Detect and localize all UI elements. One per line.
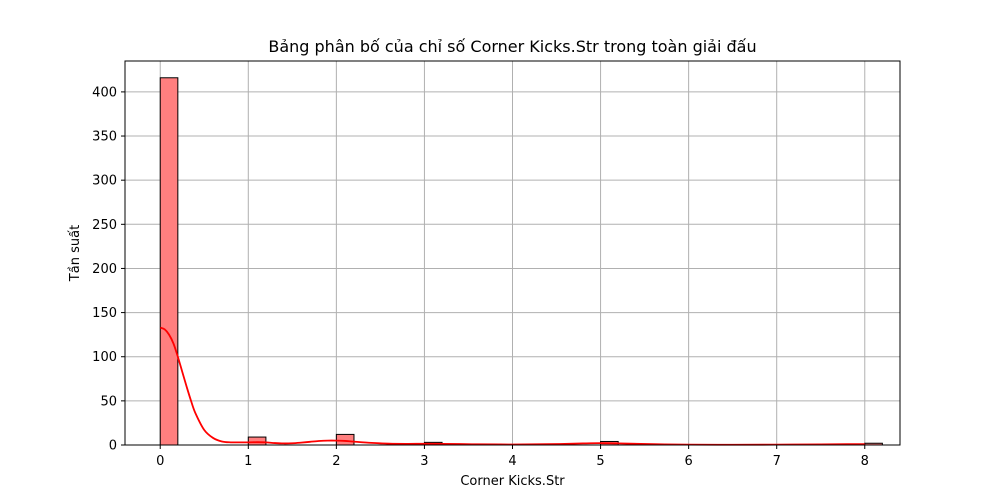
y-tick-label: 250 [92,218,117,233]
x-tick-label: 0 [156,454,164,469]
grid-lines [125,61,900,446]
histogram-bars [159,77,883,446]
y-axis-label: Tần suất [68,225,83,282]
y-tick-label: 150 [92,306,117,321]
histogram-bar [335,433,355,446]
x-axis-ticks: 0 1 2 3 4 5 6 7 8 [156,445,869,469]
x-axis-label: Corner Kicks.Str [460,474,565,489]
x-tick-label: 3 [420,454,428,469]
x-tick-label: 4 [508,454,516,469]
y-tick-label: 50 [100,394,117,409]
kde-curve [159,326,865,446]
histogram-bar [247,436,267,446]
histogram-bar [159,77,179,446]
chart-title: Bảng phân bố của chỉ số Corner Kicks.Str… [268,37,756,56]
x-tick-label: 2 [332,454,340,469]
x-tick-label: 8 [861,454,869,469]
x-tick-label: 1 [244,454,252,469]
x-tick-label: 5 [596,454,604,469]
y-tick-label: 350 [92,130,117,145]
y-tick-label: 0 [109,439,117,454]
x-tick-label: 7 [773,454,781,469]
y-tick-label: 400 [92,85,117,100]
x-tick-label: 6 [684,454,692,469]
y-tick-label: 100 [92,350,117,365]
y-tick-label: 300 [92,174,117,189]
y-tick-label: 200 [92,262,117,277]
y-axis-ticks: 0 50 100 150 200 250 300 350 400 [92,85,125,454]
